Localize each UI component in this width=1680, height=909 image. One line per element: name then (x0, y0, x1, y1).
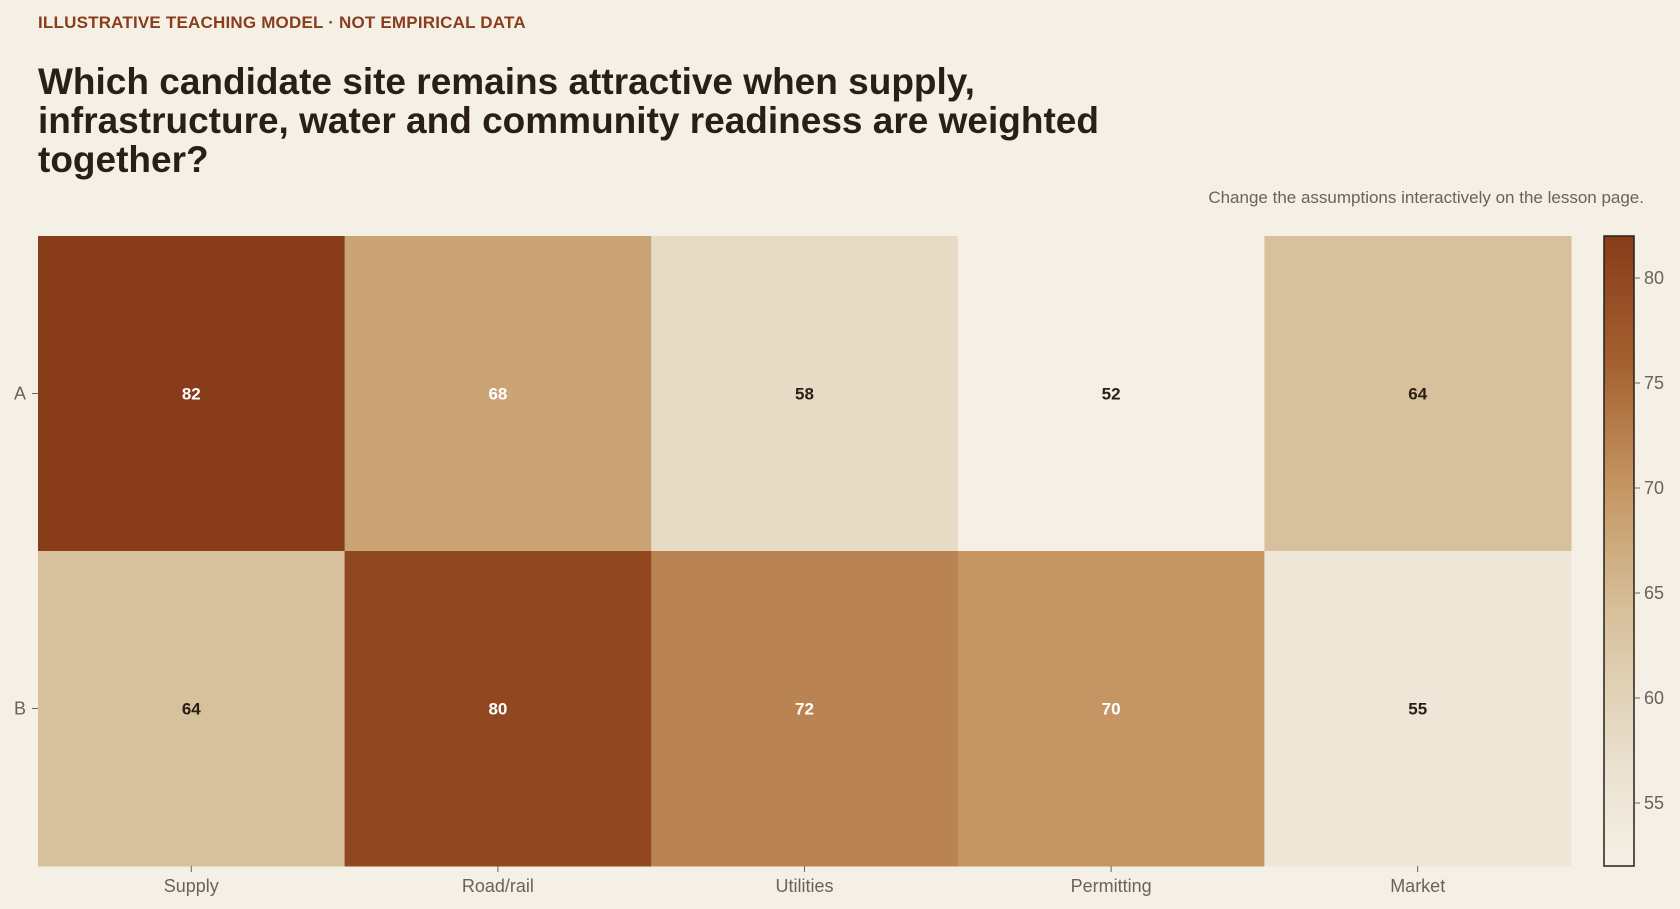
cell-value-label: 52 (1102, 385, 1121, 404)
cell-value-label: 58 (795, 385, 814, 404)
cell-value-label: 72 (795, 700, 814, 719)
cell-value-label: 64 (182, 700, 201, 719)
cell-value-label: 68 (488, 385, 507, 404)
heatmap-cell (344, 236, 652, 552)
x-tick-label: Permitting (1071, 876, 1152, 896)
heatmap-cell (651, 236, 959, 552)
cell-value-label: 64 (1408, 385, 1427, 404)
chart-title: Which candidate site remains attractive … (38, 61, 1099, 180)
colorbar-tick-label: 80 (1644, 268, 1664, 288)
colorbar-tick-label: 60 (1644, 688, 1664, 708)
heatmap-cell (344, 551, 652, 867)
cell-value-label: 70 (1102, 700, 1121, 719)
y-axis: AB (14, 384, 38, 719)
x-tick-label: Utilities (775, 876, 833, 896)
colorbar: 55 60 65 70 75 80 (1603, 235, 1664, 867)
x-tick-label: Supply (164, 876, 219, 896)
heatmap-cell (957, 236, 1265, 552)
colorbar-tick-label: 70 (1644, 478, 1664, 498)
x-tick-label: Road/rail (462, 876, 534, 896)
colorbar-tick-label: 75 (1644, 373, 1664, 393)
colorbar-gradient (1603, 235, 1635, 867)
heatmap-cells: 82 68 58 52 64 64 80 72 70 55 (38, 236, 1572, 867)
heatmap-cell (38, 236, 346, 552)
heatmap-cell (651, 551, 959, 867)
x-axis: Supply Road/rail Utilities Permitting Market (164, 866, 1445, 896)
cell-value-label: 82 (182, 385, 201, 404)
x-tick-label: Market (1390, 876, 1445, 896)
cell-value-label: 55 (1408, 700, 1427, 719)
colorbar-tick-label: 55 (1644, 793, 1664, 813)
heatmap-cell (38, 551, 346, 867)
cell-value-label: 80 (488, 700, 507, 719)
heatmap-cell (957, 551, 1265, 867)
interactive-note: Change the assumptions interactively on … (1208, 188, 1644, 207)
heatmap-cell (1264, 551, 1572, 867)
colorbar-tick-label: 65 (1644, 583, 1664, 603)
heatmap-cell (1264, 236, 1572, 552)
y-tick-label: B (14, 699, 26, 719)
eyebrow-label: ILLUSTRATIVE TEACHING MODEL · NOT EMPIRI… (38, 13, 526, 32)
y-tick-label: A (14, 384, 26, 404)
